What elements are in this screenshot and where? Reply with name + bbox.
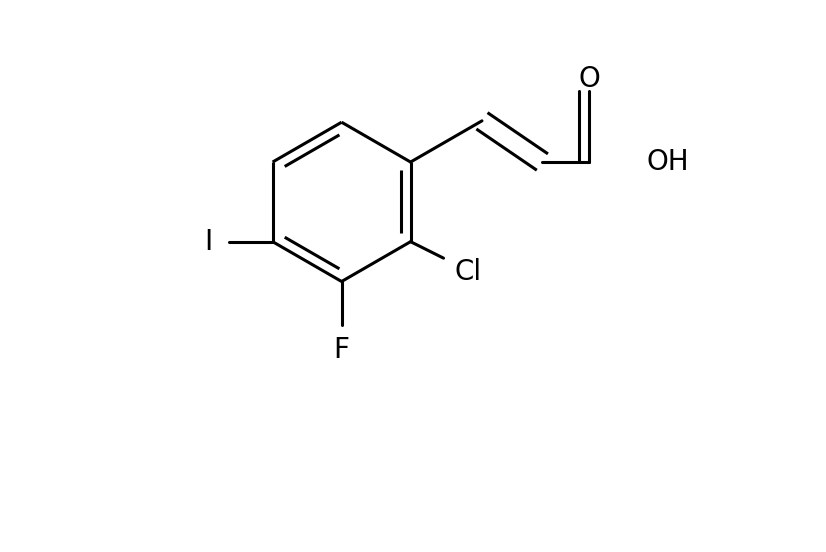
Text: Cl: Cl: [454, 258, 482, 286]
Text: F: F: [334, 336, 349, 364]
Text: I: I: [204, 227, 212, 256]
Text: O: O: [578, 65, 600, 93]
Text: OH: OH: [647, 148, 690, 176]
